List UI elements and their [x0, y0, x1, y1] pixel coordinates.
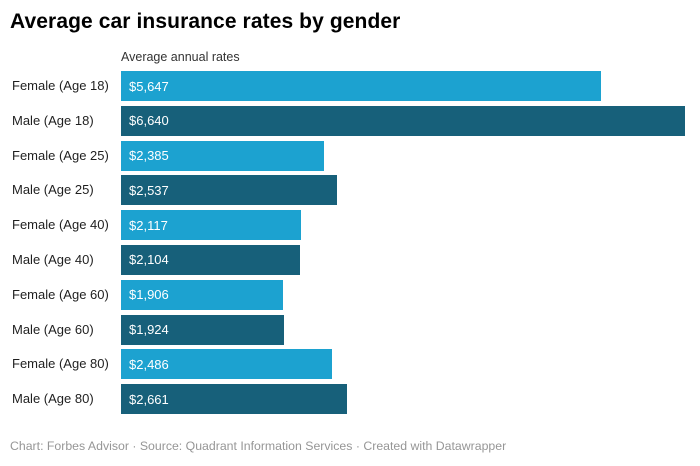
- bar-rows: Female (Age 18) $5,647 Male (Age 18) $6,640…: [0, 71, 700, 419]
- category-label: Male (Age 60): [12, 321, 94, 337]
- bar-track: $1,924: [121, 314, 685, 345]
- bar: $2,537: [121, 175, 337, 206]
- category-label: Female (Age 60): [12, 286, 109, 302]
- bar-row: Male (Age 80) $2,661: [0, 384, 700, 419]
- bar-row: Female (Age 80) $2,486: [0, 349, 700, 384]
- bar: $5,647: [121, 71, 601, 101]
- bar: $2,486: [121, 349, 333, 380]
- bar-row: Female (Age 18) $5,647: [0, 71, 700, 106]
- value-label: $2,117: [129, 217, 168, 233]
- category-label: Male (Age 40): [12, 251, 94, 267]
- bar-row: Male (Age 25) $2,537: [0, 175, 700, 210]
- bar-track: $2,486: [121, 349, 685, 380]
- bar-track: $2,661: [121, 384, 685, 415]
- category-label: Female (Age 25): [12, 147, 109, 163]
- value-label: $2,104: [129, 252, 169, 268]
- axis-label: Average annual rates: [121, 50, 240, 64]
- bar-row: Male (Age 40) $2,104: [0, 244, 700, 280]
- value-label: $2,537: [129, 182, 169, 198]
- bar-track: $2,117: [121, 210, 685, 241]
- bar: $2,104: [121, 244, 300, 275]
- bar: $1,924: [121, 314, 285, 345]
- value-label: $5,647: [129, 78, 169, 94]
- category-label: Female (Age 18): [12, 78, 109, 93]
- category-label: Male (Age 25): [12, 182, 94, 198]
- value-label: $2,385: [129, 148, 169, 164]
- value-label: $6,640: [129, 113, 169, 129]
- value-label: $1,906: [129, 287, 169, 303]
- bar-track: $2,537: [121, 175, 685, 206]
- bar-track: $1,906: [121, 279, 685, 310]
- bar: $2,117: [121, 210, 301, 241]
- bar: $6,640: [121, 105, 685, 136]
- bar-track: $6,640: [121, 105, 685, 136]
- bar-row: Female (Age 60) $1,906: [0, 279, 700, 315]
- bar: $2,661: [121, 384, 348, 415]
- category-label: Male (Age 18): [12, 112, 94, 128]
- bar: $1,906: [121, 279, 283, 310]
- value-label: $1,924: [129, 322, 169, 338]
- bar-track: $2,104: [121, 244, 685, 275]
- bar-row: Male (Age 60) $1,924: [0, 314, 700, 350]
- category-label: Female (Age 80): [12, 356, 109, 372]
- value-label: $2,661: [129, 391, 169, 407]
- bar: $2,385: [121, 140, 324, 171]
- category-label: Female (Age 40): [12, 217, 109, 233]
- category-label: Male (Age 80): [12, 391, 94, 407]
- value-label: $2,486: [129, 356, 169, 372]
- chart-title: Average car insurance rates by gender: [10, 10, 401, 33]
- bar-row: Female (Age 25) $2,385: [0, 140, 700, 176]
- bar-track: $5,647: [121, 71, 685, 101]
- bar-row: Female (Age 40) $2,117: [0, 210, 700, 245]
- bar-track: $2,385: [121, 140, 685, 171]
- bar-row: Male (Age 18) $6,640: [0, 105, 700, 141]
- chart-footer: Chart: Forbes Advisor · Source: Quadrant…: [10, 439, 507, 453]
